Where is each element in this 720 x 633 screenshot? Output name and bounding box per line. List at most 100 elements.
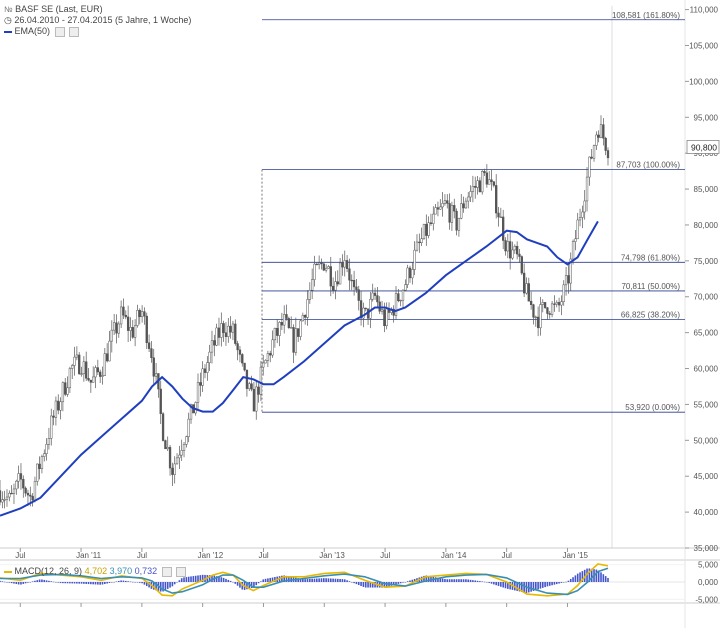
macd-hist-bar (66, 582, 69, 584)
candle-body (350, 279, 353, 282)
macd-hist-bar (199, 575, 202, 582)
macd-hist-bar (313, 578, 316, 582)
macd-hist-bar (595, 569, 598, 582)
fib-level-label: 74,798 (61.80%) (621, 253, 680, 262)
macd-hist-bar (87, 582, 90, 585)
candle-body (189, 404, 193, 420)
macd-hist-bar (444, 579, 446, 582)
candle-body (322, 263, 325, 271)
chart-type-icon[interactable]: № (4, 5, 13, 14)
y-tick-label: 50,000 (694, 436, 719, 445)
candle-body (453, 205, 456, 212)
macd-hist-bar (350, 582, 353, 583)
candle-body (518, 253, 521, 257)
candle-body (483, 171, 486, 174)
candle-body (36, 463, 39, 482)
macd-hist-bar (439, 578, 442, 582)
candle-body (271, 339, 274, 356)
candle-body (185, 436, 188, 445)
macd-hist-bar (101, 582, 104, 585)
macd-hist-bar (530, 582, 532, 592)
macd-hist-bar (423, 575, 425, 582)
candle-body (273, 327, 277, 341)
candle-body (520, 256, 523, 274)
macd-hist-bar (467, 579, 470, 582)
candle-body (252, 388, 256, 412)
candle-body (75, 354, 79, 358)
candle-body (266, 353, 270, 361)
macd-hist-bar (532, 582, 535, 591)
candle-body (259, 366, 263, 395)
candle-body (434, 207, 437, 215)
candle-body (280, 322, 284, 326)
candle-body (327, 266, 330, 269)
y-tick-label: 40,000 (694, 508, 719, 517)
candle-body (495, 185, 498, 214)
last-price-box (686, 140, 720, 154)
macd-hist-bar (299, 578, 302, 582)
candle-body (26, 492, 30, 496)
macd-hist-bar (41, 579, 43, 582)
candle-body (324, 267, 328, 271)
candle-body (301, 315, 304, 322)
macd-hist-bar (348, 581, 351, 582)
macd-hist-bar (500, 582, 502, 587)
instrument-title-row: № BASF SE (Last, EUR) (4, 4, 103, 14)
candle-body (159, 388, 162, 414)
candle-body (43, 453, 46, 457)
macd-hist-bar (325, 578, 327, 582)
candle-body (94, 367, 97, 378)
candle-body (0, 490, 2, 503)
candle-body (476, 180, 479, 188)
candle-body (383, 309, 386, 327)
candle-body (255, 386, 258, 412)
candle-body (532, 304, 535, 318)
macd-hist-bar (185, 577, 188, 582)
macd-hist-bar (462, 579, 465, 582)
macd-hist-bar (288, 576, 290, 582)
candle-body (80, 373, 83, 375)
candle-body (164, 440, 167, 450)
candle-body (317, 262, 321, 265)
macd-remove-button[interactable] (176, 566, 187, 577)
macd-hist-bar (111, 582, 113, 583)
macd-hist-bar (45, 580, 48, 582)
candle-body (136, 310, 139, 326)
ema-remove-button[interactable] (69, 26, 80, 37)
candle-body (117, 323, 120, 334)
macd-hist-bar (260, 581, 262, 582)
macd-hist-bar (304, 579, 306, 582)
candle-body (345, 260, 349, 269)
macd-hist-bar (141, 582, 143, 584)
candle-body (138, 310, 141, 318)
macd-hist-bar (169, 582, 171, 588)
macd-hist-bar (225, 578, 227, 582)
candle-body (15, 480, 18, 490)
candle-body (129, 327, 132, 331)
macd-hist-bar (560, 582, 563, 583)
candle-body (571, 241, 575, 260)
candle-body (31, 495, 34, 501)
candle-body (147, 342, 151, 349)
candle-body (455, 210, 458, 231)
candle-body (429, 222, 433, 224)
macd-settings-button[interactable] (161, 566, 172, 577)
candle-body (462, 203, 465, 209)
macd-hist-bar (92, 582, 94, 585)
x-tick-label: Jan '12 (198, 551, 224, 560)
candle-body (408, 267, 412, 279)
candle-body (308, 289, 311, 300)
candle-body (401, 289, 405, 301)
candle-body (166, 447, 169, 450)
fib-level-label: 87,703 (100.00%) (616, 161, 680, 170)
candle-body (115, 322, 118, 334)
candle-body (578, 217, 582, 221)
macd-hist-bar (64, 582, 67, 584)
candle-body (499, 216, 502, 219)
macd-hist-bar (465, 579, 467, 582)
candle-body (112, 322, 116, 331)
ema-settings-button[interactable] (54, 26, 65, 37)
macd-hist-bar (99, 582, 101, 585)
candle-body (73, 356, 76, 366)
y-tick-label: 45,000 (694, 472, 719, 481)
